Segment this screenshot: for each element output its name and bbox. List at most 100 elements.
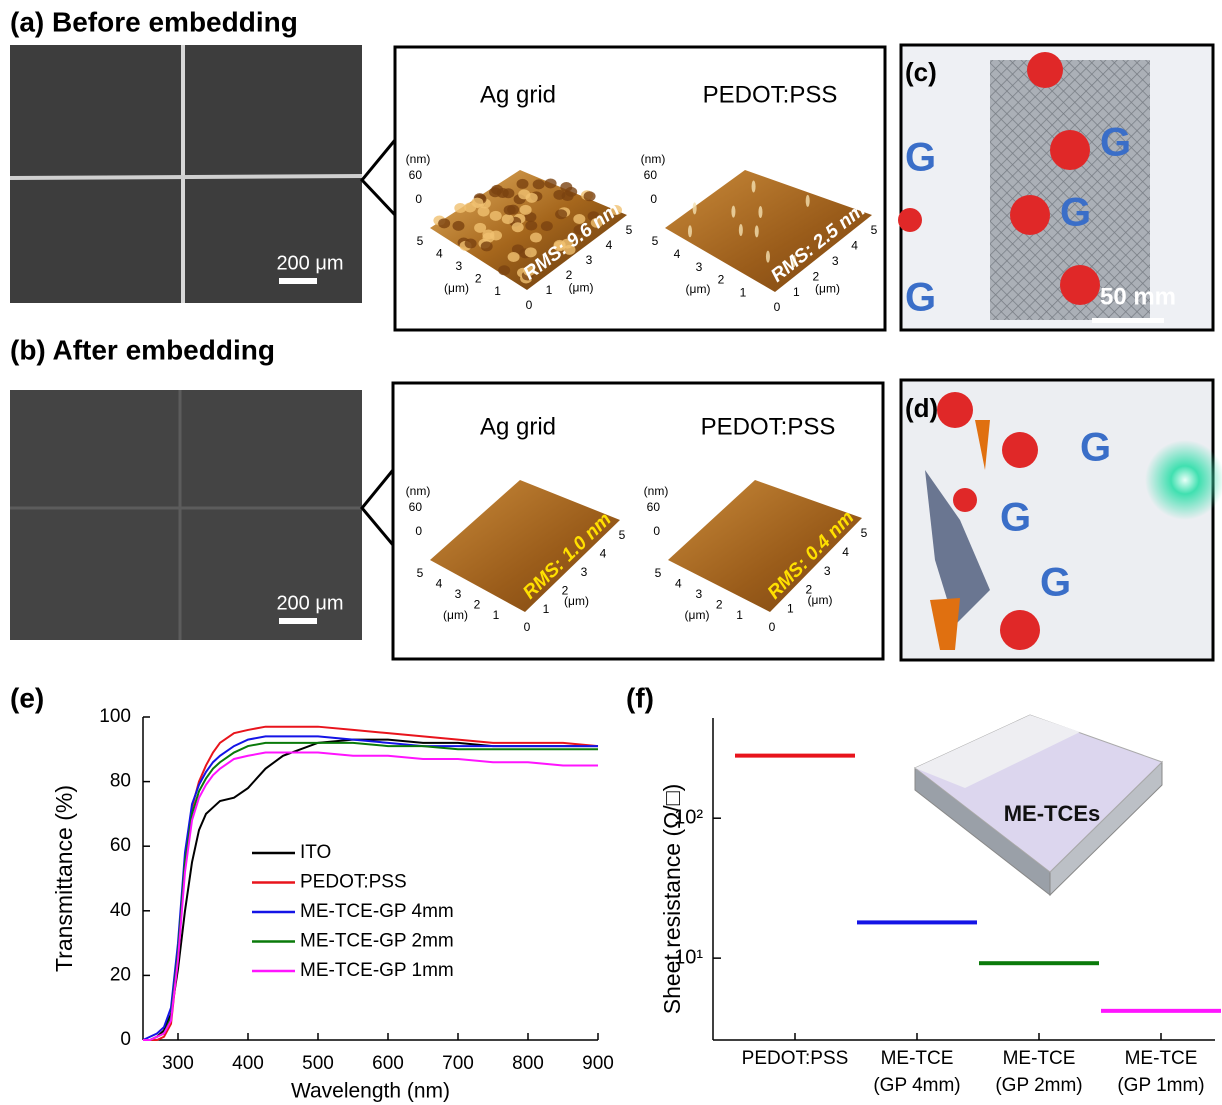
scale-bar bbox=[1092, 318, 1164, 323]
y-tick-label: 20 bbox=[110, 964, 131, 985]
scale-label: 200 μm bbox=[276, 592, 343, 614]
afm-axis-unit: (nm) bbox=[406, 152, 431, 166]
x-tick-label: 400 bbox=[232, 1053, 264, 1074]
led-glow bbox=[1145, 440, 1222, 520]
afm-axis-tick: 2 bbox=[718, 273, 725, 287]
afm-grain bbox=[520, 205, 532, 215]
afm-axis-tick: 3 bbox=[832, 254, 839, 268]
afm-axis-tick: 3 bbox=[824, 564, 831, 578]
svg-text:G: G bbox=[1080, 426, 1111, 470]
afm-axis-unit: (μm) bbox=[815, 282, 840, 296]
afm-grain bbox=[481, 241, 493, 251]
inset-label: ME-TCEs bbox=[1004, 801, 1101, 826]
afm-grain bbox=[526, 193, 538, 203]
afm-axis-unit: (μm) bbox=[686, 282, 711, 296]
afm-grain bbox=[490, 211, 502, 221]
scale-label: 50 mm bbox=[1100, 283, 1176, 310]
afm-axis-tick: 4 bbox=[842, 545, 849, 559]
y-tick-label: 0 bbox=[120, 1029, 131, 1050]
afm-axis-tick: 1 bbox=[546, 283, 553, 297]
afm-axis-tick: 0 bbox=[415, 192, 422, 206]
afm-grain bbox=[758, 206, 762, 218]
afm-axis-tick: 1 bbox=[740, 285, 747, 299]
afm-grain bbox=[565, 187, 577, 197]
afm-axis-tick: 5 bbox=[417, 566, 424, 580]
afm-axis-tick: 0 bbox=[769, 620, 776, 634]
afm-grain bbox=[525, 221, 537, 231]
afm-axis-tick: 1 bbox=[494, 284, 501, 298]
resistance-mark bbox=[857, 920, 977, 924]
afm-axis-tick: 2 bbox=[474, 597, 481, 611]
afm-grain bbox=[731, 206, 735, 218]
afm-grain bbox=[489, 187, 501, 197]
afm-axis-unit: (nm) bbox=[644, 484, 669, 498]
afm-grain bbox=[478, 207, 490, 217]
afm-axis-tick: 1 bbox=[787, 601, 794, 615]
page: {"panels": { "a": {"label": "(a) Before … bbox=[0, 0, 1222, 1105]
x-tick-label: 500 bbox=[302, 1053, 334, 1074]
afm-axis-tick: 1 bbox=[736, 608, 743, 622]
afm-grain bbox=[471, 198, 483, 208]
afm-axis-tick: 5 bbox=[871, 223, 878, 237]
x-tick-label: 600 bbox=[372, 1053, 404, 1074]
afm-grain bbox=[438, 218, 450, 228]
afm-grain bbox=[584, 191, 596, 201]
afm-axis-tick: 0 bbox=[524, 620, 531, 634]
x-tick-label: 900 bbox=[582, 1053, 614, 1074]
afm-grain bbox=[454, 203, 466, 213]
afm-axis-tick: 5 bbox=[861, 526, 868, 540]
afm-grain bbox=[498, 265, 510, 275]
legend-label: PEDOT:PSS bbox=[300, 872, 407, 893]
afm-grain bbox=[752, 180, 756, 192]
afm-axis-tick: 1 bbox=[543, 602, 550, 616]
afm-grain bbox=[555, 209, 567, 219]
afm-axis-tick: 3 bbox=[455, 587, 462, 601]
callout bbox=[362, 470, 393, 545]
x-tick-label: ME-TCE (GP 1mm) bbox=[1091, 1045, 1222, 1099]
y-tick-label: 40 bbox=[110, 900, 131, 921]
afm-grain bbox=[452, 221, 464, 231]
svg-text:G: G bbox=[1040, 561, 1071, 605]
afm-axis-tick: 0 bbox=[526, 298, 533, 312]
afm-axis-tick: 60 bbox=[647, 500, 661, 514]
afm-grain bbox=[533, 179, 545, 189]
afm-axis-unit: (μm) bbox=[564, 594, 589, 608]
afm-axis-tick: 4 bbox=[436, 247, 443, 261]
afm-axis-tick: 5 bbox=[652, 234, 659, 248]
figure: (a) Before embedding (b) After embedding… bbox=[0, 0, 1222, 1105]
y-axis-title: Sheet resistance (Ω/□) bbox=[659, 784, 685, 1015]
panel-title: (a) Before embedding bbox=[10, 6, 298, 37]
afm-axis-tick: 3 bbox=[586, 253, 593, 267]
afm-title: Ag grid bbox=[480, 413, 556, 440]
afm-grain bbox=[545, 178, 557, 188]
afm-title: PEDOT:PSS bbox=[701, 413, 836, 440]
afm-grain bbox=[517, 179, 529, 189]
afm-axis-tick: 5 bbox=[417, 234, 424, 248]
afm-axis-tick: 0 bbox=[774, 300, 781, 314]
scale-label: 200 μm bbox=[276, 252, 343, 274]
panel-label: (f) bbox=[626, 682, 654, 713]
afm-axis-tick: 4 bbox=[851, 239, 858, 253]
afm-axis-tick: 0 bbox=[653, 524, 660, 538]
afm-axis-tick: 3 bbox=[696, 260, 703, 274]
svg-text:G: G bbox=[1060, 191, 1091, 235]
resistance-mark bbox=[979, 961, 1099, 965]
panel-label: (c) bbox=[905, 57, 937, 87]
y-tick-label: 60 bbox=[110, 835, 131, 856]
afm-grain bbox=[739, 224, 743, 236]
afm-axis-tick: 4 bbox=[600, 547, 607, 561]
afm-axis-tick: 4 bbox=[674, 247, 681, 261]
afm-axis-tick: 5 bbox=[626, 223, 633, 237]
afm-axis-tick: 5 bbox=[619, 528, 626, 542]
y-tick-label: 100 bbox=[99, 706, 131, 727]
afm-grain bbox=[465, 239, 477, 249]
afm-grain bbox=[504, 205, 516, 215]
afm-grain bbox=[502, 214, 514, 224]
afm-grain bbox=[508, 252, 520, 262]
afm-grain bbox=[474, 223, 486, 233]
afm-axis-tick: 4 bbox=[675, 577, 682, 591]
afm-grain bbox=[530, 233, 542, 243]
afm-axis-unit: (nm) bbox=[641, 152, 666, 166]
silver-line bbox=[10, 176, 362, 178]
legend-label: ME-TCE-GP 4mm bbox=[300, 901, 454, 922]
